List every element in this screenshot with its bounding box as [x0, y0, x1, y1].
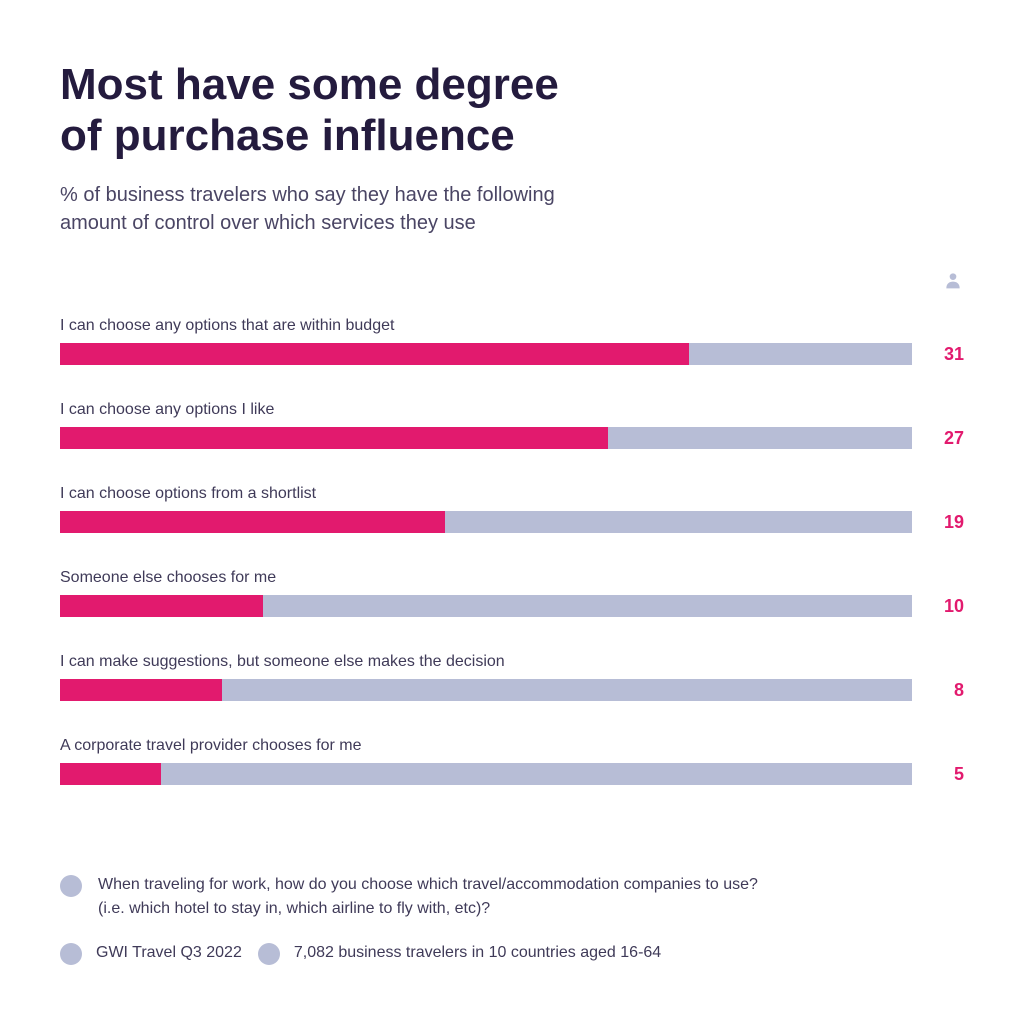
bar-label: A corporate travel provider chooses for …	[60, 737, 964, 755]
bar-label: I can choose options from a shortlist	[60, 485, 964, 503]
bar-value: 5	[934, 764, 964, 785]
chart-footer: When traveling for work, how do you choo…	[60, 873, 964, 965]
bar-fill	[60, 595, 263, 617]
bar-wrap: 27	[60, 427, 964, 449]
bar-track	[60, 679, 912, 701]
person-icon	[942, 269, 964, 291]
bar-fill	[60, 679, 222, 701]
bar-track	[60, 511, 912, 533]
footer-sample-pair: 7,082 business travelers in 10 countries…	[258, 941, 661, 965]
bar-label: I can choose any options I like	[60, 401, 964, 419]
footer-source-row: GWI Travel Q3 2022 7,082 business travel…	[60, 941, 964, 965]
bar-fill	[60, 763, 161, 785]
bar-fill	[60, 427, 608, 449]
bar-row: I can choose any options that are within…	[60, 317, 964, 365]
source-icon	[60, 943, 82, 965]
chart-subtitle: % of business travelers who say they hav…	[60, 181, 964, 237]
bar-label: I can make suggestions, but someone else…	[60, 653, 964, 671]
bar-label: Someone else chooses for me	[60, 569, 964, 587]
bar-wrap: 10	[60, 595, 964, 617]
bar-row: I can choose options from a shortlist 19	[60, 485, 964, 533]
bar-row: I can make suggestions, but someone else…	[60, 653, 964, 701]
info-icon	[60, 875, 82, 897]
bar-track	[60, 763, 912, 785]
bar-value: 27	[934, 428, 964, 449]
bar-fill	[60, 511, 445, 533]
bar-track	[60, 595, 912, 617]
footer-sample: 7,082 business travelers in 10 countries…	[294, 941, 661, 965]
chart-area: I can choose any options that are within…	[60, 317, 964, 785]
chart-container: Most have some degree of purchase influe…	[0, 0, 1024, 1005]
footer-source: GWI Travel Q3 2022	[96, 941, 242, 965]
bar-wrap: 8	[60, 679, 964, 701]
bar-row: Someone else chooses for me 10	[60, 569, 964, 617]
footer-question: When traveling for work, how do you choo…	[98, 873, 758, 921]
chart-title: Most have some degree of purchase influe…	[60, 60, 964, 161]
bar-value: 19	[934, 512, 964, 533]
bar-row: A corporate travel provider chooses for …	[60, 737, 964, 785]
bar-wrap: 31	[60, 343, 964, 365]
bar-value: 8	[934, 680, 964, 701]
bar-track	[60, 427, 912, 449]
bar-value: 31	[934, 344, 964, 365]
bar-row: I can choose any options I like 27	[60, 401, 964, 449]
bar-value: 10	[934, 596, 964, 617]
bar-label: I can choose any options that are within…	[60, 317, 964, 335]
bar-wrap: 19	[60, 511, 964, 533]
footer-source-pair: GWI Travel Q3 2022	[60, 941, 242, 965]
footer-question-row: When traveling for work, how do you choo…	[60, 873, 964, 921]
bar-wrap: 5	[60, 763, 964, 785]
bar-fill	[60, 343, 689, 365]
sample-icon	[258, 943, 280, 965]
bar-track	[60, 343, 912, 365]
